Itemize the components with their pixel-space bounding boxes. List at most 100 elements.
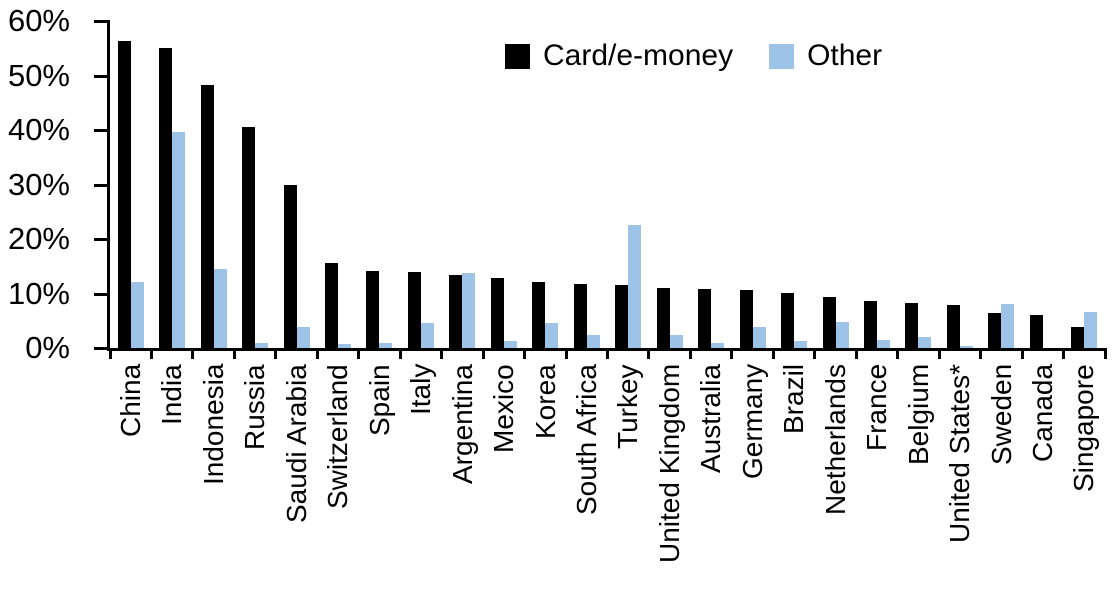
bar-group-singapore <box>1064 21 1105 348</box>
x-tick-mark <box>688 351 692 359</box>
x-axis-label-mexico: Mexico <box>488 364 520 453</box>
x-tick-mark <box>149 351 153 359</box>
x-tick-mark <box>854 351 858 359</box>
x-tick-mark <box>813 351 817 359</box>
bar-other <box>420 322 434 348</box>
bar-group-canada <box>1022 21 1063 348</box>
bar-other <box>628 225 642 348</box>
x-tick-mark <box>896 351 900 359</box>
bar-card-e-money <box>366 270 380 348</box>
bar-card-e-money <box>863 300 877 348</box>
x-tick-mark <box>1062 351 1066 359</box>
bar-group-india <box>151 21 192 348</box>
x-tick-mark <box>564 351 568 359</box>
x-axis-label-france: France <box>861 364 893 452</box>
legend-swatch-card-e-money <box>505 43 530 69</box>
bar-other <box>213 268 227 348</box>
bar-other <box>503 340 517 348</box>
y-axis-line <box>107 21 110 351</box>
bar-other <box>711 342 725 348</box>
bar-group-china <box>110 21 151 348</box>
y-tick-mark <box>94 183 110 187</box>
bar-group-switzerland <box>317 21 358 348</box>
bar-group-mexico <box>483 21 524 348</box>
bar-group-united-kingdom <box>649 21 690 348</box>
bar-other <box>1001 304 1015 348</box>
x-axis-label-netherlands: Netherlands <box>819 364 851 515</box>
bar-group-brazil <box>773 21 814 348</box>
bar-other <box>296 327 310 348</box>
bar-card-e-money <box>822 296 836 348</box>
x-tick-mark <box>274 351 278 359</box>
bar-group-argentina <box>442 21 483 348</box>
y-tick-label: 60% <box>7 3 70 38</box>
legend: Card/e-money Other <box>505 39 883 72</box>
x-axis-label-germany: Germany <box>736 364 768 480</box>
y-tick-mark <box>94 238 110 241</box>
x-tick-mark <box>937 351 941 359</box>
y-tick-label: 20% <box>7 221 70 256</box>
bar-card-e-money <box>656 288 670 348</box>
bar-group-saudi-arabia <box>276 21 317 348</box>
bar-card-e-money <box>532 281 546 348</box>
bar-card-e-money <box>283 185 297 348</box>
bar-card-e-money <box>1029 315 1043 348</box>
x-tick-mark <box>730 351 734 359</box>
legend-label-other: Other <box>807 39 883 72</box>
y-tick-mark <box>94 292 110 296</box>
x-tick-mark <box>1020 351 1024 359</box>
bar-group-germany <box>732 21 773 348</box>
x-axis-line <box>107 348 1107 351</box>
x-tick-mark <box>108 351 112 359</box>
y-tick-mark <box>94 347 110 350</box>
bar-card-e-money <box>988 312 1002 348</box>
x-axis-label-china: China <box>115 364 146 438</box>
bar-other <box>462 272 476 348</box>
x-axis-label-korea: Korea <box>529 364 561 439</box>
x-axis-label-united-kingdom: United Kingdom <box>653 364 685 564</box>
bar-card-e-money <box>325 262 338 348</box>
bar-card-e-money <box>1071 326 1085 348</box>
x-tick-mark <box>440 351 444 359</box>
bar-card-e-money <box>573 284 587 348</box>
y-tick-mark <box>94 129 110 132</box>
x-axis-label-saudi-arabia: Saudi Arabia <box>280 364 312 523</box>
bar-other <box>918 337 932 348</box>
bar-group-korea <box>525 21 566 348</box>
bar-group-turkey <box>608 21 649 348</box>
bar-card-e-money <box>117 41 131 348</box>
x-tick-mark <box>315 351 319 359</box>
bar-other <box>669 335 683 348</box>
y-tick-label: 0% <box>25 330 70 365</box>
bar-group-sweden <box>981 21 1022 348</box>
x-tick-mark <box>191 351 195 359</box>
bar-other <box>752 327 766 348</box>
bar-group-australia <box>690 21 731 348</box>
bar-other <box>794 341 808 348</box>
bar-group-france <box>856 21 897 348</box>
x-axis-label-brazil: Brazil <box>778 364 810 435</box>
x-tick-mark <box>357 351 361 359</box>
x-axis-label-spain: Spain <box>363 364 395 436</box>
x-axis-label-argentina: Argentina <box>446 364 478 484</box>
x-axis-label-belgium: Belgium <box>902 364 934 466</box>
bar-group-russia <box>234 21 275 348</box>
bar-group-belgium <box>898 21 939 348</box>
bar-card-e-money <box>490 277 504 348</box>
y-tick-label: 50% <box>7 57 70 93</box>
bar-other <box>130 281 144 348</box>
bar-card-e-money <box>781 292 795 348</box>
bar-card-e-money <box>159 48 173 348</box>
bar-card-e-money <box>407 272 421 348</box>
bar-other <box>1084 311 1098 348</box>
x-axis-label-sweden: Sweden <box>985 364 1017 466</box>
x-axis-label-australia: Australia <box>695 364 727 473</box>
bar-group-spain <box>359 21 400 348</box>
bar-other <box>338 344 351 348</box>
x-axis-label-south-africa: South Africa <box>570 364 602 515</box>
legend-label-card-e-money: Card/e-money <box>543 39 734 72</box>
bar-card-e-money <box>200 85 214 348</box>
bar-group-south-africa <box>566 21 607 348</box>
legend-swatch-other <box>769 43 795 69</box>
